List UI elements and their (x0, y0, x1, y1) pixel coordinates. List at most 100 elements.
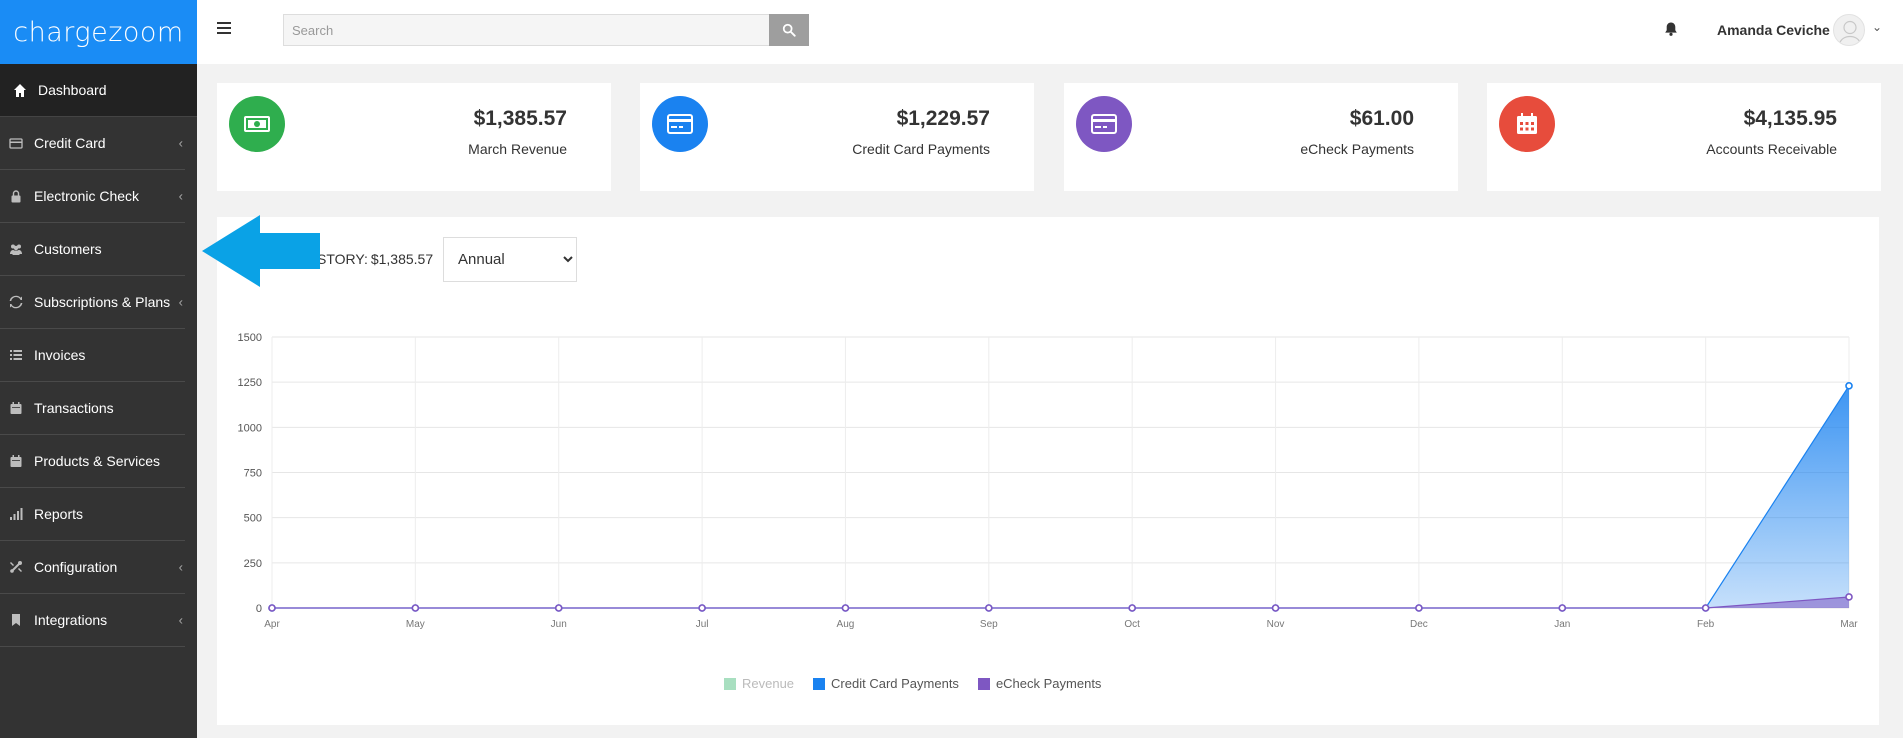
card-label: Credit Card Payments (852, 141, 990, 157)
legend-item[interactable]: Credit Card Payments (813, 676, 959, 691)
sidebar-item-customers[interactable]: Customers (0, 223, 185, 276)
y-tick-label: 0 (256, 603, 262, 615)
x-tick-label: Dec (1410, 619, 1428, 630)
sidebar-item-transactions[interactable]: Transactions (0, 382, 185, 435)
bookmark-icon (8, 612, 24, 628)
calendar-icon (8, 453, 24, 469)
data-point (1271, 604, 1280, 612)
y-tick-label: 500 (244, 513, 262, 525)
sidebar-item-reports[interactable]: Reports (0, 488, 185, 541)
x-tick-label: Jul (696, 619, 709, 630)
sidebar-item-label: Dashboard (38, 82, 107, 98)
search-bar (283, 14, 809, 46)
chevron-left-icon: ‹ (178, 135, 183, 151)
x-tick-label: Feb (1697, 619, 1715, 630)
sidebar-item-label: Integrations (34, 612, 108, 628)
sidebar-item-label: Invoices (34, 347, 86, 363)
sidebar-item-dashboard[interactable]: Dashboard (0, 64, 197, 117)
x-tick-label: Oct (1124, 619, 1140, 630)
period-select[interactable]: Annual (443, 237, 577, 282)
data-point (1845, 382, 1853, 390)
x-tick-label: Nov (1267, 619, 1285, 630)
annotation-arrow-icon (202, 215, 320, 287)
sidebar-item-configuration[interactable]: Configuration ‹ (0, 541, 185, 594)
series-line-echeck-payments (272, 596, 1850, 609)
credit-card-icon (667, 114, 693, 134)
sidebar-item-label: Credit Card (34, 135, 106, 151)
data-point (1415, 604, 1423, 612)
x-tick-label: Jun (551, 619, 567, 630)
sidebar-item-integrations[interactable]: Integrations ‹ (0, 594, 185, 647)
stat-card-march-revenue: $1,385.57 March Revenue (217, 83, 611, 191)
sidebar-nav: Dashboard Credit Card ‹ Electronic Check ‹ Cu… (0, 64, 197, 647)
chevron-left-icon: ‹ (178, 559, 183, 575)
chevron-left-icon: ‹ (178, 188, 183, 204)
sidebar-item-invoices[interactable]: Invoices (0, 329, 185, 382)
money-icon (244, 116, 270, 132)
chart-legend: Revenue Credit Card Payments eCheck Paymen… (724, 676, 1120, 691)
sidebar-item-credit-card[interactable]: Credit Card ‹ (0, 117, 185, 170)
data-point (985, 604, 993, 612)
sidebar-item-label: Configuration (34, 559, 118, 575)
lock-icon (8, 188, 24, 204)
users-icon (8, 241, 24, 257)
series-line-credit-card-payments (272, 385, 1850, 609)
avatar[interactable] (1833, 14, 1865, 46)
data-point (554, 604, 563, 612)
logo-text: chargezoom (13, 16, 184, 48)
sidebar-item-products-services[interactable]: Products & Services (0, 435, 185, 488)
user-name[interactable]: Amanda Ceviche (1717, 22, 1830, 38)
data-point (1558, 604, 1567, 612)
card-label: Accounts Receivable (1706, 141, 1837, 157)
y-tick-label: 250 (244, 558, 262, 570)
stat-card-echeck-payments: $61.00 eCheck Payments (1064, 83, 1458, 191)
credit-card-icon (1091, 114, 1117, 134)
home-icon (12, 82, 28, 98)
hamburger-menu-icon[interactable] (217, 22, 231, 36)
chevron-left-icon: ‹ (178, 294, 183, 310)
sidebar-item-label: Electronic Check (34, 188, 140, 204)
card-amount: $61.00 (1349, 107, 1414, 130)
revenue-area-chart: 0 250 500 750 1000 1250 1500 Apr May Jun Jul Aug Sep… (238, 332, 1859, 630)
search-button[interactable] (769, 14, 809, 46)
bell-icon[interactable] (1663, 21, 1679, 37)
x-tick-label: Aug (837, 619, 855, 630)
legend-item[interactable]: Revenue (724, 676, 794, 691)
topbar: Amanda Ceviche ⌄ (197, 0, 1903, 64)
search-input[interactable] (283, 14, 769, 46)
chevron-left-icon: ‹ (178, 612, 183, 628)
legend-label: Credit Card Payments (831, 676, 959, 691)
sidebar-item-subscriptions-plans[interactable]: Subscriptions & Plans ‹ (0, 276, 185, 329)
legend-item[interactable]: eCheck Payments (977, 676, 1102, 691)
card-amount: $1,229.57 (896, 107, 990, 130)
calendar-icon (1517, 113, 1537, 134)
x-tick-label: Mar (1840, 619, 1858, 630)
legend-label: eCheck Payments (995, 676, 1102, 691)
data-point (1845, 593, 1853, 601)
x-tick-label: Sep (980, 619, 998, 630)
history-amount: $1,385.57 (370, 251, 434, 267)
card-icon-circle (652, 96, 708, 152)
sidebar: chargezoom Dashboard Credit Card ‹ Electron… (0, 0, 197, 738)
card-icon-circle (1499, 96, 1555, 152)
card-label: March Revenue (468, 141, 567, 157)
data-point (1128, 604, 1136, 612)
calendar-icon (8, 400, 24, 416)
card-icon-circle (229, 96, 285, 152)
y-tick-label: 750 (244, 468, 262, 480)
credit-card-icon (8, 135, 24, 151)
x-tick-label: Jan (1554, 619, 1570, 630)
x-tick-label: Apr (264, 619, 280, 630)
data-point (1701, 604, 1710, 612)
sidebar-item-electronic-check[interactable]: Electronic Check ‹ (0, 170, 185, 223)
legend-swatch (724, 677, 736, 690)
card-label: eCheck Payments (1300, 141, 1414, 157)
user-menu-chevron-icon[interactable]: ⌄ (1872, 20, 1883, 34)
list-icon (8, 347, 24, 363)
card-amount: $4,135.95 (1743, 107, 1837, 130)
sidebar-item-label: Customers (34, 241, 102, 257)
logo[interactable]: chargezoom (0, 0, 197, 64)
refresh-icon (8, 294, 24, 310)
sidebar-item-label: Transactions (34, 400, 114, 416)
sidebar-item-label: Subscriptions & Plans (34, 294, 171, 310)
